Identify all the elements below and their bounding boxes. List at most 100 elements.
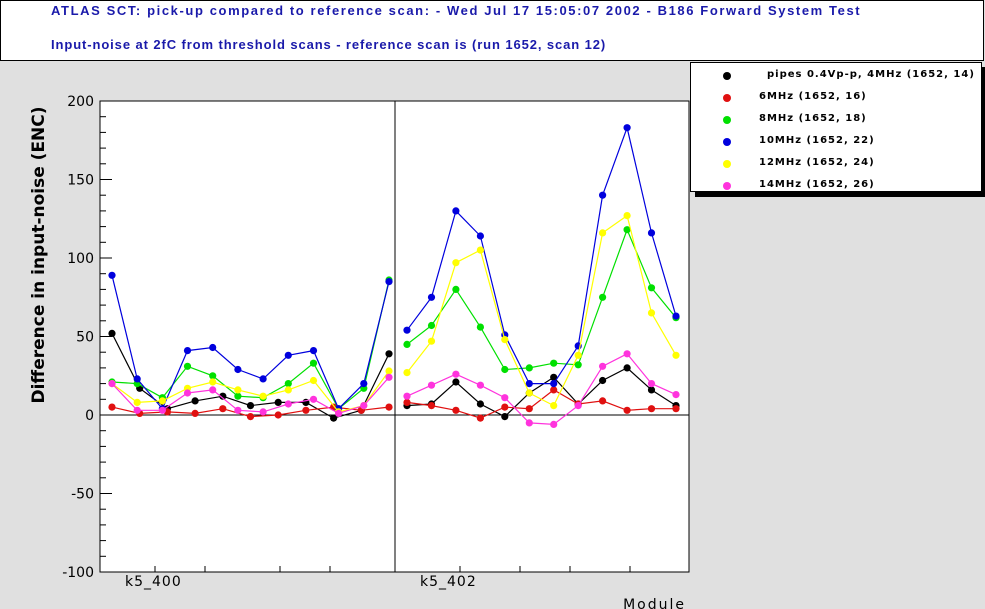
data-point: [209, 386, 217, 394]
data-point: [246, 402, 255, 410]
data-point: [672, 405, 680, 413]
data-point: [385, 373, 393, 381]
series-line: [111, 376, 390, 415]
data-point: [183, 347, 192, 355]
data-point: [219, 405, 227, 413]
y-axis-label: Difference in input-noise (ENC): [29, 106, 49, 403]
data-point: [309, 359, 318, 367]
data-point: [599, 376, 607, 385]
data-point: [647, 309, 656, 317]
data-point: [385, 350, 393, 358]
data-point: [403, 326, 411, 334]
legend-item: 6MHz (1652, 16): [691, 88, 981, 110]
data-point: [452, 259, 460, 267]
data-point: [647, 284, 656, 292]
data-point: [209, 343, 217, 352]
data-point: [209, 378, 217, 386]
data-point: [623, 226, 631, 234]
data-point: [427, 381, 436, 389]
series-line: [406, 214, 677, 407]
data-point: [403, 369, 411, 377]
data-point: [158, 406, 166, 414]
legend-label: 10MHz (1652, 22): [759, 135, 875, 146]
data-point: [427, 402, 436, 410]
legend-item: 14MHz (1652, 26): [691, 176, 981, 198]
legend-label: 14MHz (1652, 26): [759, 179, 875, 190]
data-point: [335, 409, 343, 417]
series-6: [108, 350, 680, 428]
data-point: [133, 406, 141, 414]
y-axis: -100 -50 0 50 100 150 200: [62, 94, 112, 581]
data-point: [550, 420, 558, 428]
data-point: [284, 400, 292, 408]
data-point: [647, 229, 656, 237]
data-point: [274, 398, 282, 406]
data-point: [476, 400, 484, 408]
data-point: [452, 378, 460, 386]
data-point: [284, 351, 292, 359]
data-point: [133, 398, 141, 406]
chart-subtitle: Input-noise at 2fC from threshold scans …: [51, 37, 607, 52]
data-point: [623, 406, 631, 414]
data-point: [476, 323, 484, 331]
data-point: [623, 364, 631, 372]
data-point: [574, 361, 582, 369]
data-point: [403, 340, 411, 348]
data-point: [108, 271, 116, 279]
legend-item: 8MHz (1652, 18): [691, 110, 981, 132]
data-point: [574, 402, 582, 410]
series-5: [108, 212, 680, 416]
data-point: [550, 359, 558, 367]
data-point: [133, 375, 141, 383]
data-point: [330, 414, 338, 422]
legend-marker: [723, 182, 731, 190]
data-point: [403, 392, 411, 400]
legend-marker: [723, 94, 731, 102]
data-point: [360, 402, 368, 410]
legend-label: 12MHz (1652, 24): [759, 157, 875, 168]
data-point: [259, 408, 267, 416]
data-point: [476, 232, 484, 240]
data-point: [501, 336, 509, 344]
data-point: [191, 397, 199, 405]
data-point: [623, 350, 631, 358]
data-point: [672, 391, 680, 399]
data-point: [234, 365, 242, 374]
data-point: [219, 392, 227, 400]
x-axis-label: Module: [623, 597, 686, 609]
data-point: [302, 406, 310, 414]
data-point: [452, 406, 460, 414]
data-point: [525, 419, 533, 427]
data-point: [183, 362, 192, 370]
data-point: [647, 386, 656, 394]
data-point: [525, 405, 533, 413]
x-axis: k5_400 k5_402: [125, 566, 631, 590]
data-point: [183, 389, 192, 397]
data-point: [672, 351, 680, 359]
data-point: [647, 405, 656, 413]
data-point: [623, 124, 631, 132]
data-point: [599, 293, 607, 301]
legend-label: pipes 0.4Vp-p, 4MHz (1652, 14): [767, 69, 975, 80]
data-point: [623, 212, 631, 220]
legend: pipes 0.4Vp-p, 4MHz (1652, 14) 6MHz (1652…: [690, 62, 982, 192]
series-line: [111, 275, 390, 410]
data-point: [234, 386, 242, 394]
data-point: [599, 362, 607, 370]
data-point: [158, 397, 166, 405]
legend-marker: [723, 160, 731, 168]
data-point: [599, 397, 607, 405]
data-point: [259, 375, 267, 383]
data-point: [284, 386, 292, 394]
data-point: [234, 392, 242, 400]
data-point: [550, 373, 558, 381]
data-point: [360, 380, 368, 388]
series-line: [406, 125, 677, 385]
data-point: [550, 386, 558, 394]
series-layer: [108, 124, 680, 428]
data-point: [108, 403, 116, 411]
data-point: [259, 392, 267, 400]
legend-item: 10MHz (1652, 22): [691, 132, 981, 154]
data-point: [501, 403, 509, 411]
